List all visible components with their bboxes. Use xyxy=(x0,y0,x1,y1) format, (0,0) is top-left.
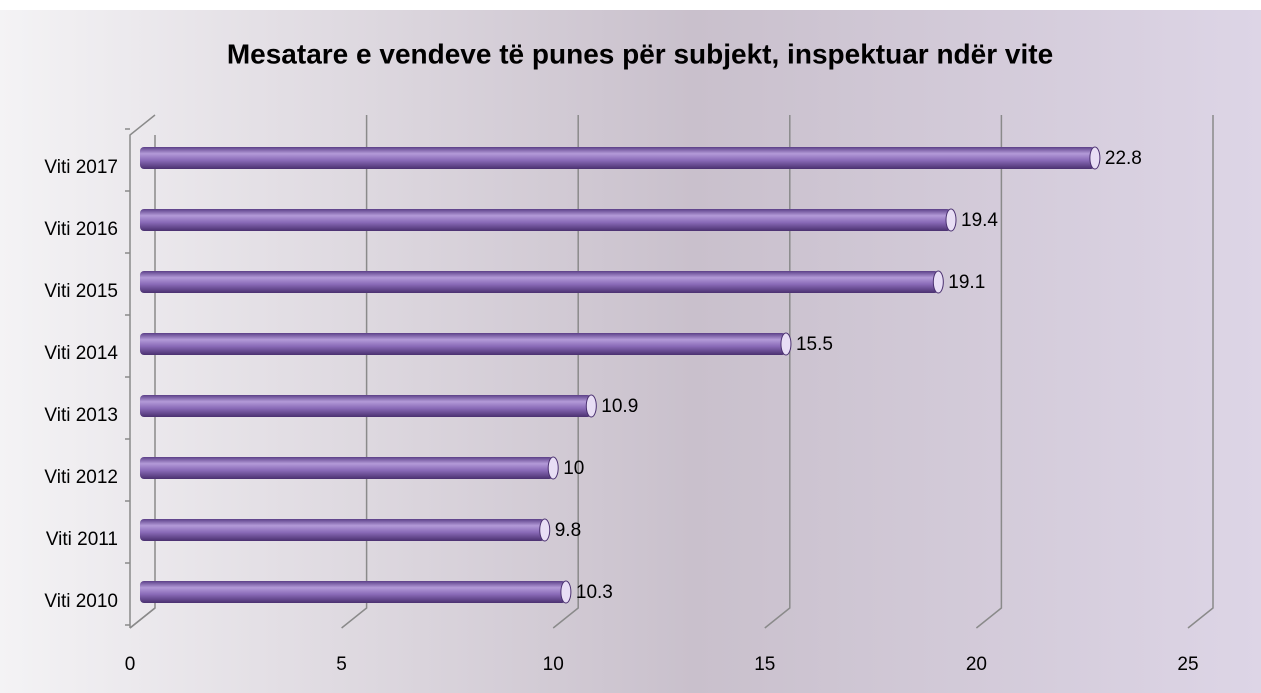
bar-cap xyxy=(1089,146,1101,170)
data-label: 15.5 xyxy=(796,334,833,355)
bar-cap xyxy=(945,208,957,232)
bar-cap xyxy=(539,518,551,542)
y-tick-label: Viti 2016 xyxy=(44,219,118,240)
x-tick-label: 5 xyxy=(336,654,347,675)
x-tick-label: 0 xyxy=(125,654,136,675)
bar xyxy=(140,209,952,231)
x-tick-label: 15 xyxy=(754,654,775,675)
x-tick-label: 25 xyxy=(1177,654,1198,675)
bar-cap xyxy=(585,394,597,418)
y-tick-label: Viti 2011 xyxy=(46,529,118,550)
x-tick-label: 20 xyxy=(966,654,987,675)
y-tick-label: Viti 2014 xyxy=(44,343,118,364)
data-label: 19.1 xyxy=(948,272,985,293)
grid-line xyxy=(975,115,1003,629)
data-label: 22.8 xyxy=(1105,148,1142,169)
data-label: 10.3 xyxy=(576,582,613,603)
bar xyxy=(140,519,545,541)
data-label: 10.9 xyxy=(601,396,638,417)
bar xyxy=(140,581,566,603)
data-label: 10 xyxy=(563,458,584,479)
bar-cap xyxy=(932,270,944,294)
x-tick-label: 10 xyxy=(543,654,564,675)
bar xyxy=(140,271,939,293)
bar-cap xyxy=(547,456,559,480)
data-label: 9.8 xyxy=(555,520,581,541)
chart-title: Mesatare e vendeve të punes për subjekt,… xyxy=(227,38,1053,69)
bar-cap xyxy=(780,332,792,356)
bar xyxy=(140,395,592,417)
y-tick-label: Viti 2013 xyxy=(44,405,118,426)
grid-line xyxy=(1187,115,1214,629)
y-tick-label: Viti 2012 xyxy=(44,467,118,488)
y-tick-label: Viti 2015 xyxy=(44,281,118,302)
top-margin xyxy=(0,0,1261,10)
y-tick-label: Viti 2010 xyxy=(44,591,118,612)
bar xyxy=(140,333,786,355)
bar-cap xyxy=(560,580,572,604)
data-label: 19.4 xyxy=(961,210,998,231)
y-tick-label: Viti 2017 xyxy=(44,157,118,178)
bar xyxy=(140,457,554,479)
bar xyxy=(140,147,1095,169)
